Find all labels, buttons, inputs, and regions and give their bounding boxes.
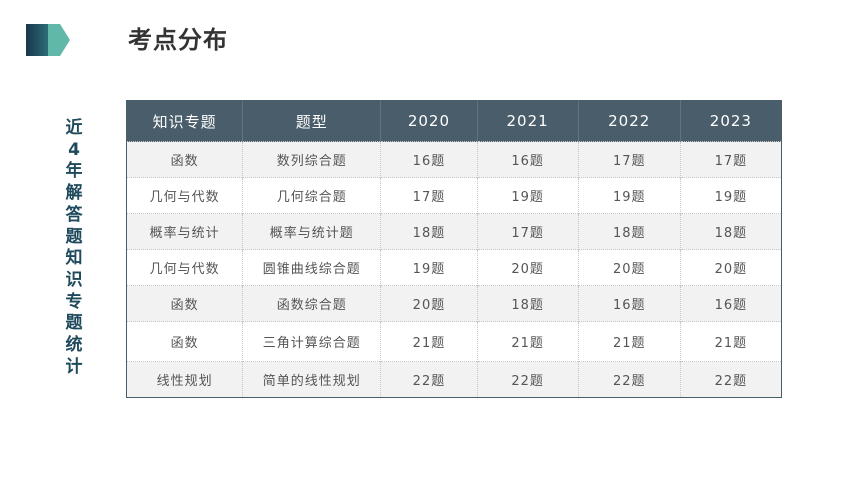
table-row: 函数 三角计算综合题 21题 21题 21题 21题 — [126, 321, 782, 362]
cell-question-type: 数列综合题 — [242, 141, 381, 178]
side-title-char: 近 — [65, 118, 83, 138]
cell-2021: 18题 — [476, 285, 579, 322]
cell-2022: 16题 — [577, 285, 681, 322]
side-title-char: 年 — [65, 161, 83, 182]
side-title-char: 题 — [65, 313, 83, 334]
side-title-char: 4 — [68, 139, 80, 160]
side-title-char: 答 — [65, 204, 83, 225]
cell-question-type: 简单的线性规划 — [242, 361, 381, 398]
cell-question-type: 几何综合题 — [242, 177, 381, 214]
cell-2020: 21题 — [380, 321, 478, 362]
cell-2022: 19题 — [577, 177, 681, 214]
cell-2020: 20题 — [380, 285, 478, 322]
cell-2020: 16题 — [380, 141, 478, 178]
topic-stats-table: 知识专题 题型 2020 2021 2022 2023 函数 数列综合题 16题… — [126, 100, 782, 398]
cell-2021: 22题 — [476, 361, 579, 398]
header-2023: 2023 — [679, 100, 782, 142]
table-row: 函数 数列综合题 16题 16题 17题 17题 — [126, 141, 782, 178]
cell-question-type: 函数综合题 — [242, 285, 381, 322]
side-title-char: 识 — [65, 269, 83, 290]
cell-2020: 18题 — [380, 213, 478, 250]
cell-2021: 20题 — [476, 249, 579, 286]
side-title-char: 计 — [65, 356, 83, 377]
cell-2020: 17题 — [380, 177, 478, 214]
cell-2022: 17题 — [577, 141, 681, 178]
page-title: 考点分布 — [128, 26, 228, 54]
cell-question-type: 三角计算综合题 — [242, 321, 381, 362]
cell-2022: 18题 — [577, 213, 681, 250]
cell-2021: 17题 — [476, 213, 579, 250]
side-title-char: 统 — [65, 335, 83, 356]
side-title-char: 知 — [65, 248, 83, 269]
cell-2023: 20题 — [679, 249, 782, 286]
cell-2022: 22题 — [577, 361, 681, 398]
cell-2023: 21题 — [679, 321, 782, 362]
header-topic: 知识专题 — [126, 100, 243, 142]
cell-2023: 18题 — [679, 213, 782, 250]
cell-2023: 16题 — [679, 285, 782, 322]
cell-2021: 21题 — [476, 321, 579, 362]
cell-2022: 21题 — [577, 321, 681, 362]
table-row: 函数 函数综合题 20题 18题 16题 16题 — [126, 285, 782, 322]
cell-question-type: 概率与统计题 — [242, 213, 381, 250]
cell-2023: 17题 — [679, 141, 782, 178]
table-row: 线性规划 简单的线性规划 22题 22题 22题 22题 — [126, 361, 782, 398]
table-row: 几何与代数 几何综合题 17题 19题 19题 19题 — [126, 177, 782, 214]
side-title-char: 专 — [65, 291, 83, 312]
cell-question-type: 圆锥曲线综合题 — [242, 249, 381, 286]
cell-2020: 19题 — [380, 249, 478, 286]
cell-2023: 22题 — [679, 361, 782, 398]
header-2021: 2021 — [476, 100, 579, 142]
side-title-char: 解 — [65, 183, 83, 204]
cell-topic: 函数 — [126, 321, 243, 362]
header-2022: 2022 — [577, 100, 681, 142]
cell-topic: 几何与代数 — [126, 177, 243, 214]
side-title: 近 4 年 解 答 题 知 识 专 题 统 计 — [63, 118, 85, 378]
logo-icon — [26, 24, 70, 56]
cell-2020: 22题 — [380, 361, 478, 398]
cell-2021: 19题 — [476, 177, 579, 214]
cell-topic: 函数 — [126, 285, 243, 322]
cell-2021: 16题 — [476, 141, 579, 178]
table-row: 几何与代数 圆锥曲线综合题 19题 20题 20题 20题 — [126, 249, 782, 286]
table-row: 概率与统计 概率与统计题 18题 17题 18题 18题 — [126, 213, 782, 250]
cell-topic: 几何与代数 — [126, 249, 243, 286]
side-title-char: 题 — [65, 226, 83, 247]
header-2020: 2020 — [380, 100, 478, 142]
logo-dark-block — [26, 24, 48, 56]
cell-2022: 20题 — [577, 249, 681, 286]
header-question-type: 题型 — [242, 100, 381, 142]
cell-topic: 线性规划 — [126, 361, 243, 398]
cell-topic: 概率与统计 — [126, 213, 243, 250]
table-header-row: 知识专题 题型 2020 2021 2022 2023 — [126, 100, 782, 142]
cell-topic: 函数 — [126, 141, 243, 178]
logo-teal-arrow — [48, 24, 70, 56]
cell-2023: 19题 — [679, 177, 782, 214]
